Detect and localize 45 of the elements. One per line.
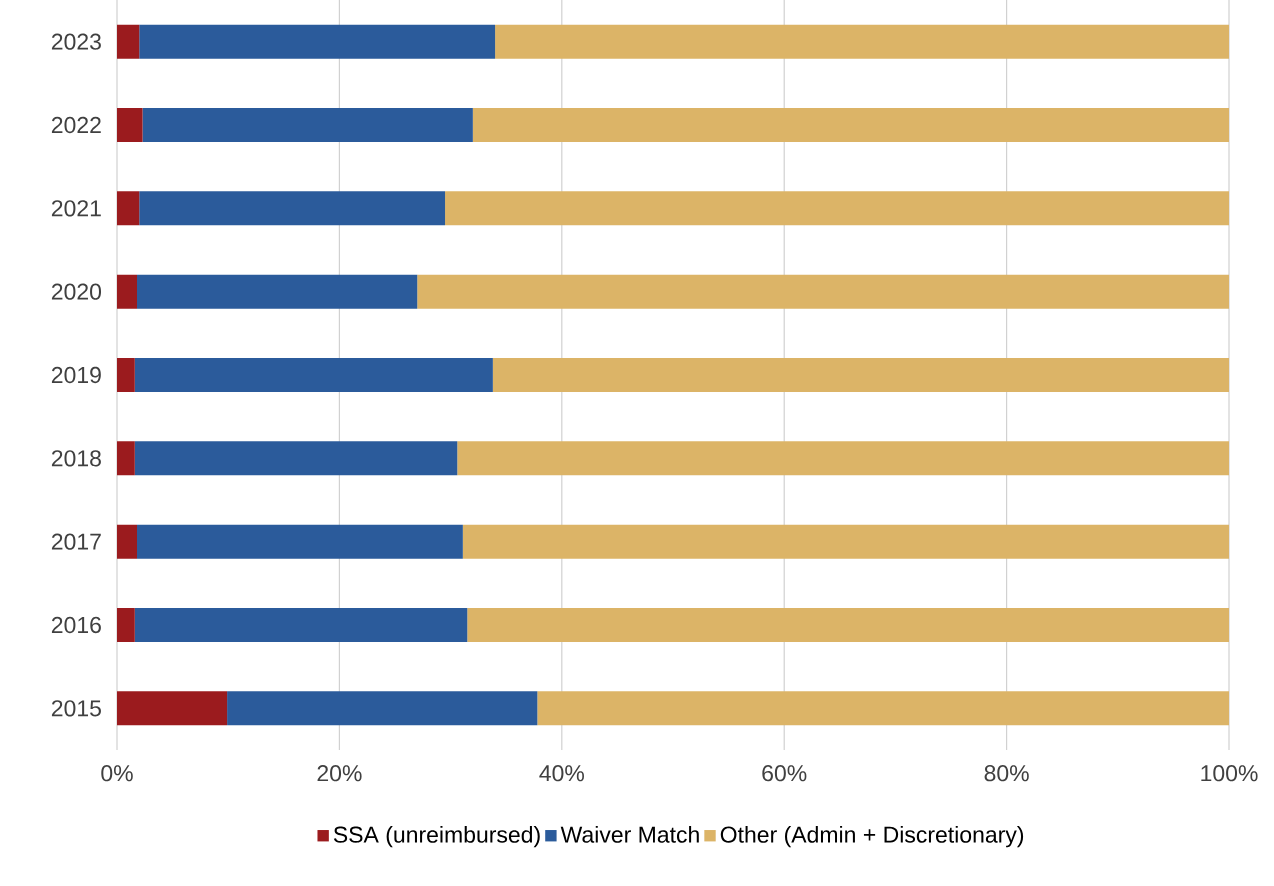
y-tick-label: 2018: [51, 450, 101, 467]
bar: [445, 191, 1230, 226]
bar: [117, 274, 138, 309]
bar: [117, 191, 140, 226]
bar: [117, 24, 140, 59]
y-tick-label: 2022: [51, 116, 101, 134]
x-tick-label: 20%: [317, 765, 362, 782]
y-tick-label: 2016: [51, 616, 101, 634]
legend-label: Other (Admin + Discretionary): [720, 825, 1024, 848]
bar: [537, 691, 1230, 726]
x-tick-label: 40%: [539, 765, 584, 782]
bar: [417, 274, 1230, 309]
bar: [457, 441, 1230, 476]
bar: [495, 24, 1230, 59]
bar: [467, 608, 1230, 642]
x-tick-label: 100%: [1201, 765, 1258, 782]
bar: [492, 358, 1230, 392]
bar: [134, 441, 458, 476]
x-tick-label: 0%: [101, 765, 133, 782]
bar: [117, 108, 143, 143]
bar: [227, 691, 538, 726]
bar: [117, 358, 135, 392]
bar: [117, 524, 138, 559]
bar: [142, 108, 473, 143]
bar: [472, 108, 1230, 143]
y-tick-label: 2023: [51, 33, 101, 50]
bar: [462, 524, 1230, 559]
bar: [137, 524, 463, 559]
y-tick-label: 2019: [51, 366, 101, 384]
x-tick-label: 60%: [762, 765, 807, 782]
bar: [134, 358, 493, 392]
legend-label: SSA (unreimbursed): [333, 825, 540, 848]
bar: [139, 24, 496, 59]
x-tick-label: 80%: [984, 765, 1029, 782]
y-tick-label: 2020: [51, 283, 102, 300]
y-tick-label: 2015: [51, 700, 101, 717]
bar: [117, 608, 135, 642]
bar: [117, 441, 135, 476]
bar: [117, 691, 228, 726]
bar: [139, 191, 446, 226]
legend-label: Waiver Match: [560, 825, 699, 843]
bar: [134, 608, 468, 642]
y-tick-label: 2021: [51, 200, 101, 217]
y-tick-label: 2017: [51, 533, 101, 550]
bar: [137, 274, 418, 309]
